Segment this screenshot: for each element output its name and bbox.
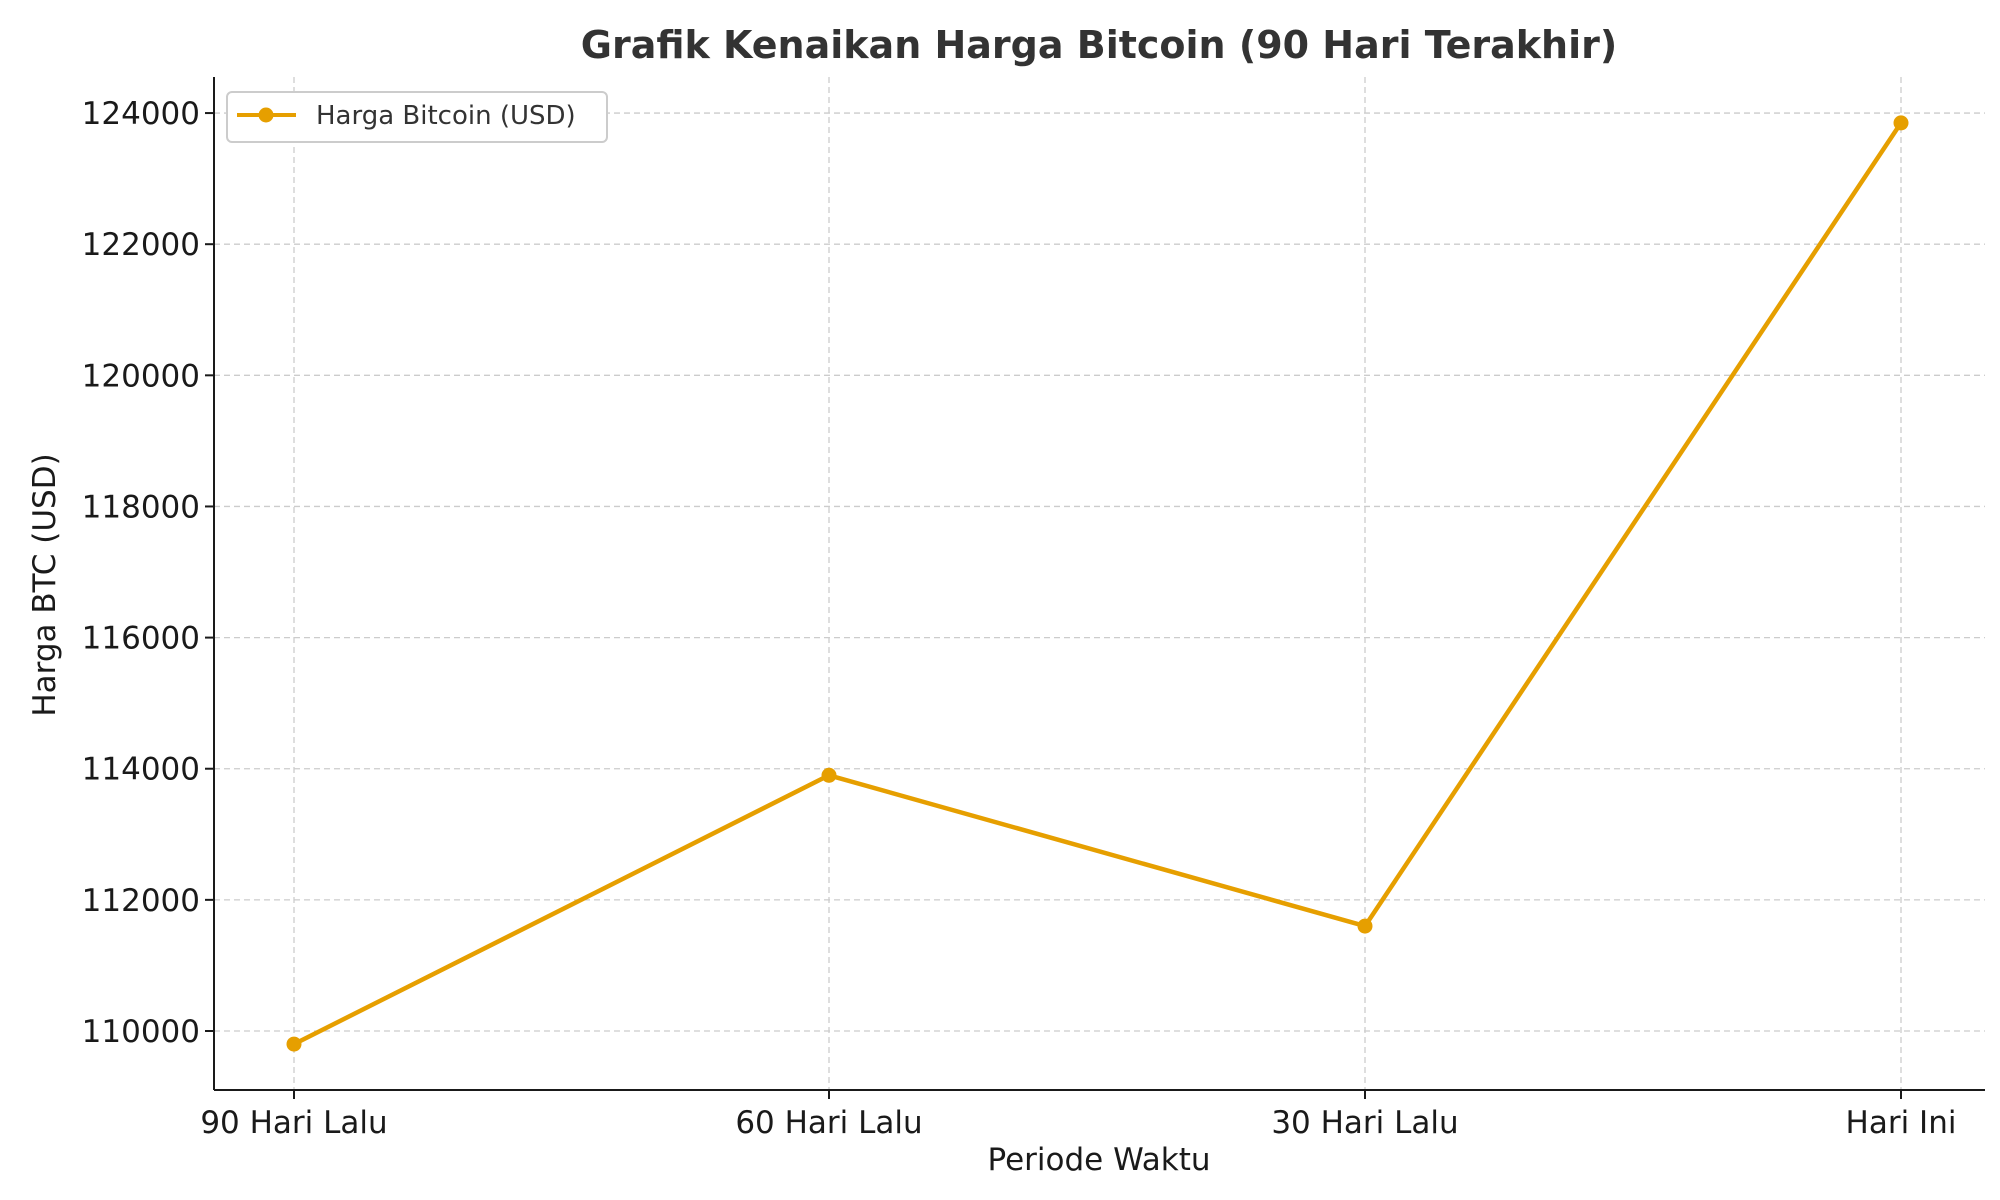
legend: Harga Bitcoin (USD) <box>226 91 608 143</box>
axes <box>213 77 1985 1091</box>
y-tick-label: 122000 <box>82 227 200 263</box>
series-line <box>292 121 1903 1047</box>
x-tick-label: 30 Hari Lalu <box>1271 1105 1458 1141</box>
y-tick-label: 110000 <box>82 1014 200 1050</box>
legend-label: Harga Bitcoin (USD) <box>316 101 576 131</box>
x-tick-label: 60 Hari Lalu <box>735 1105 922 1141</box>
y-tick-label: 120000 <box>82 358 200 394</box>
x-tick-label: Hari Ini <box>1846 1105 1957 1141</box>
data-point <box>286 1036 302 1052</box>
y-tick-label: 114000 <box>82 752 200 788</box>
legend-box <box>226 91 608 143</box>
y-tick-label: 112000 <box>82 883 200 919</box>
legend-point-marker <box>258 107 274 123</box>
y-tick-label: 118000 <box>82 489 200 525</box>
data-point <box>1357 918 1373 934</box>
series-layer <box>286 115 1909 1052</box>
chart-title: Grafik Kenaikan Harga Bitcoin (90 Hari T… <box>581 23 1617 67</box>
axis-ticks: 110000 112000 114000 116000 118000 120000 1220… <box>82 96 1957 1141</box>
y-tick-label: 124000 <box>82 96 200 132</box>
grid-lines <box>214 77 1985 1090</box>
data-point <box>1893 115 1909 131</box>
x-axis-label: Periode Waktu <box>987 1142 1210 1178</box>
data-point <box>821 767 837 783</box>
y-tick-label: 116000 <box>82 621 200 657</box>
y-axis-label: Harga BTC (USD) <box>27 453 63 716</box>
x-tick-label: 90 Hari Lalu <box>200 1105 387 1141</box>
